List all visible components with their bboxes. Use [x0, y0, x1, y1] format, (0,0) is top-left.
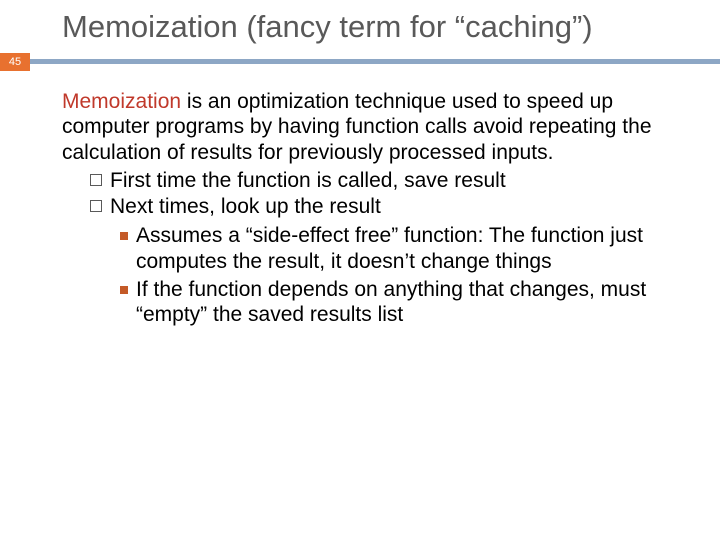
bullets-level2: Assumes a “side-effect free” function: T… — [90, 223, 680, 327]
filled-square-icon — [120, 232, 128, 240]
slide-title: Memoization (fancy term for “caching”) — [62, 8, 720, 47]
bullet-text: Next times, look up the result — [110, 194, 680, 221]
memoization-term: Memoization — [62, 90, 181, 113]
slide-body: Memoization is an optimization technique… — [0, 71, 720, 328]
divider-line — [30, 59, 720, 64]
bullet-text: Assumes a “side-effect free” function: T… — [136, 223, 680, 274]
page-number-badge: 45 — [0, 53, 30, 71]
bullet-text: If the function depends on anything that… — [136, 277, 680, 328]
intro-paragraph: Memoization is an optimization technique… — [62, 89, 680, 166]
list-item: First time the function is called, save … — [90, 168, 680, 195]
bullets-level1: First time the function is called, save … — [62, 168, 680, 328]
hollow-square-icon — [90, 174, 102, 186]
bullet-text: First time the function is called, save … — [110, 168, 680, 195]
divider-row: 45 — [0, 53, 720, 71]
list-item: Assumes a “side-effect free” function: T… — [120, 223, 680, 274]
slide: Memoization (fancy term for “caching”) 4… — [0, 0, 720, 540]
list-item: If the function depends on anything that… — [120, 277, 680, 328]
filled-square-icon — [120, 286, 128, 294]
list-item: Next times, look up the result — [90, 194, 680, 221]
title-area: Memoization (fancy term for “caching”) — [0, 0, 720, 47]
hollow-square-icon — [90, 200, 102, 212]
